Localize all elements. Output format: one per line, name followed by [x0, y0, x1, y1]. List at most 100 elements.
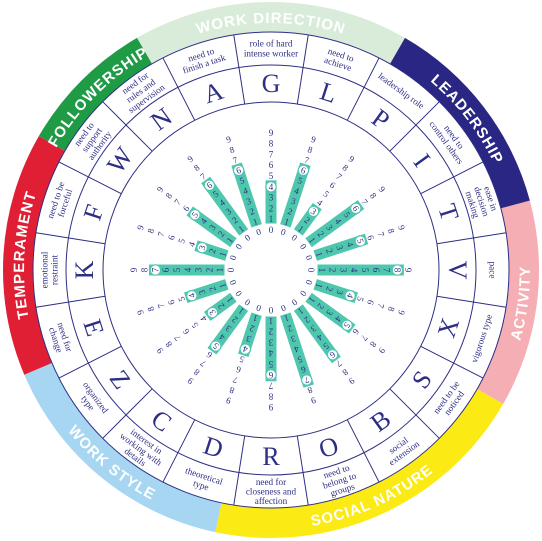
- category-band-leadership: [390, 37, 530, 209]
- sector-r-letter: R: [262, 442, 280, 471]
- sector-t-scale-0: 0: [304, 254, 315, 262]
- sector-g-scale-1: 1: [269, 214, 274, 224]
- sector-t-scale-8: 8: [386, 227, 397, 235]
- sector-f-score-marker: [196, 241, 208, 254]
- sector-r-scale-7: 7: [268, 381, 273, 391]
- sector-divider: [102, 388, 153, 439]
- sector-b-scale-8: 8: [340, 367, 350, 378]
- sector-d-scale-6: 6: [234, 364, 242, 375]
- sector-t-scale-9: 9: [396, 224, 407, 232]
- sector-d-scale-9: 9: [224, 395, 232, 406]
- sector-z-scale-0: 0: [233, 288, 244, 298]
- sector-i-scale-8: 8: [368, 191, 379, 201]
- sector-s-scale-1: 1: [307, 295, 318, 305]
- sector-w-scale-7: 7: [172, 197, 183, 207]
- sector-p-scale-6: 6: [328, 180, 338, 191]
- sector-n-scale-7: 7: [198, 171, 208, 182]
- sector-a-scale-0: 0: [255, 226, 263, 237]
- sector-g-description-line: intense worker: [244, 48, 298, 58]
- sector-t-scale-4: 4: [345, 241, 356, 249]
- sector-x-score-marker: [344, 289, 356, 302]
- sector-divider: [389, 101, 440, 152]
- sector-a-scale-2: 2: [248, 206, 255, 217]
- sector-k-scale-3: 3: [194, 267, 204, 272]
- category-band-temperament: [2, 136, 65, 375]
- sector-a-scale-9: 9: [225, 134, 233, 145]
- center-hole: [240, 239, 302, 301]
- sector-f-scale-0: 0: [228, 253, 239, 261]
- sector-o-scale-6: 6: [299, 364, 307, 375]
- sector-p-scale-0: 0: [290, 232, 300, 243]
- sector-k-description-line: emotional: [40, 251, 50, 288]
- sector-divider: [35, 232, 106, 245]
- sector-n-scale-6: 6: [205, 180, 215, 191]
- sector-v-description-line: pace: [488, 262, 498, 279]
- sector-f-scale-2: 2: [207, 247, 218, 254]
- sector-c-scale-1: 1: [236, 306, 246, 317]
- sector-b-scale-3: 3: [308, 323, 318, 334]
- sector-i-scale-2: 2: [315, 229, 326, 239]
- sector-r-score-bar: [265, 316, 277, 382]
- sector-o-scale-2: 2: [286, 323, 293, 334]
- sector-s-scale-5: 5: [341, 320, 352, 330]
- sector-p-scale-8: 8: [341, 162, 351, 173]
- sector-w-scale-2: 2: [216, 229, 227, 239]
- sector-l-scale-5: 5: [296, 175, 304, 186]
- sector-f-scale-8: 8: [145, 227, 156, 235]
- category-band-work-style: [24, 362, 222, 533]
- sector-d-scale-5: 5: [238, 354, 246, 365]
- sector-p-scale-1: 1: [296, 224, 306, 235]
- sector-k-scale-9: 9: [129, 267, 139, 272]
- sector-g-scale-0: 0: [269, 225, 274, 235]
- sector-f-scale-9: 9: [135, 223, 146, 231]
- sector-d-scale-7: 7: [231, 374, 239, 385]
- sector-g-scale-7: 7: [269, 149, 274, 159]
- sector-e-scale-6: 6: [166, 298, 177, 306]
- sector-f-scale-6: 6: [166, 233, 177, 241]
- sector-b-scale-6: 6: [327, 349, 337, 360]
- sector-o-scale-4: 4: [293, 344, 301, 355]
- sector-t-scale-1: 1: [314, 251, 325, 258]
- sector-e-scale-1: 1: [217, 282, 228, 289]
- sector-r-scale-2: 2: [269, 327, 274, 337]
- sector-v-scale-1: 1: [317, 268, 327, 273]
- category-band-activity: [477, 200, 540, 404]
- sector-r-description-line: closeness and: [246, 487, 297, 497]
- sector-k-description: emotional restraint: [40, 251, 60, 288]
- sector-t-score-marker: [354, 235, 367, 247]
- sector-a-score-marker: [232, 164, 245, 177]
- sector-v-scale-7: 7: [382, 268, 392, 273]
- sector-divider: [346, 419, 380, 483]
- sector-t-score-bar: [313, 233, 369, 261]
- sector-e-scale-7: 7: [155, 302, 166, 310]
- sector-k-scale-0: 0: [226, 267, 236, 272]
- sector-r-scale-4: 4: [268, 348, 273, 358]
- sector-a-scale-6: 6: [235, 165, 243, 176]
- sector-i-scale-1: 1: [307, 235, 318, 245]
- sector-w-score-marker: [189, 208, 201, 221]
- sector-s-scale-4: 4: [333, 314, 344, 324]
- sector-b-score-marker: [326, 348, 339, 361]
- sector-c-scale-9: 9: [185, 375, 195, 386]
- sector-g-scale-8: 8: [269, 139, 274, 149]
- sector-c-scale-2: 2: [230, 314, 240, 325]
- sector-divider: [102, 101, 153, 152]
- sector-divider: [389, 388, 440, 439]
- sector-i-scale-4: 4: [333, 216, 344, 226]
- sector-g-scale-2: 2: [269, 203, 274, 213]
- sector-r-description-line: affection: [255, 496, 288, 506]
- sector-s-scale-2: 2: [315, 301, 326, 311]
- sector-t-scale-5: 5: [355, 237, 366, 245]
- sector-n-scale-8: 8: [192, 162, 202, 173]
- sector-c-scale-5: 5: [211, 340, 221, 351]
